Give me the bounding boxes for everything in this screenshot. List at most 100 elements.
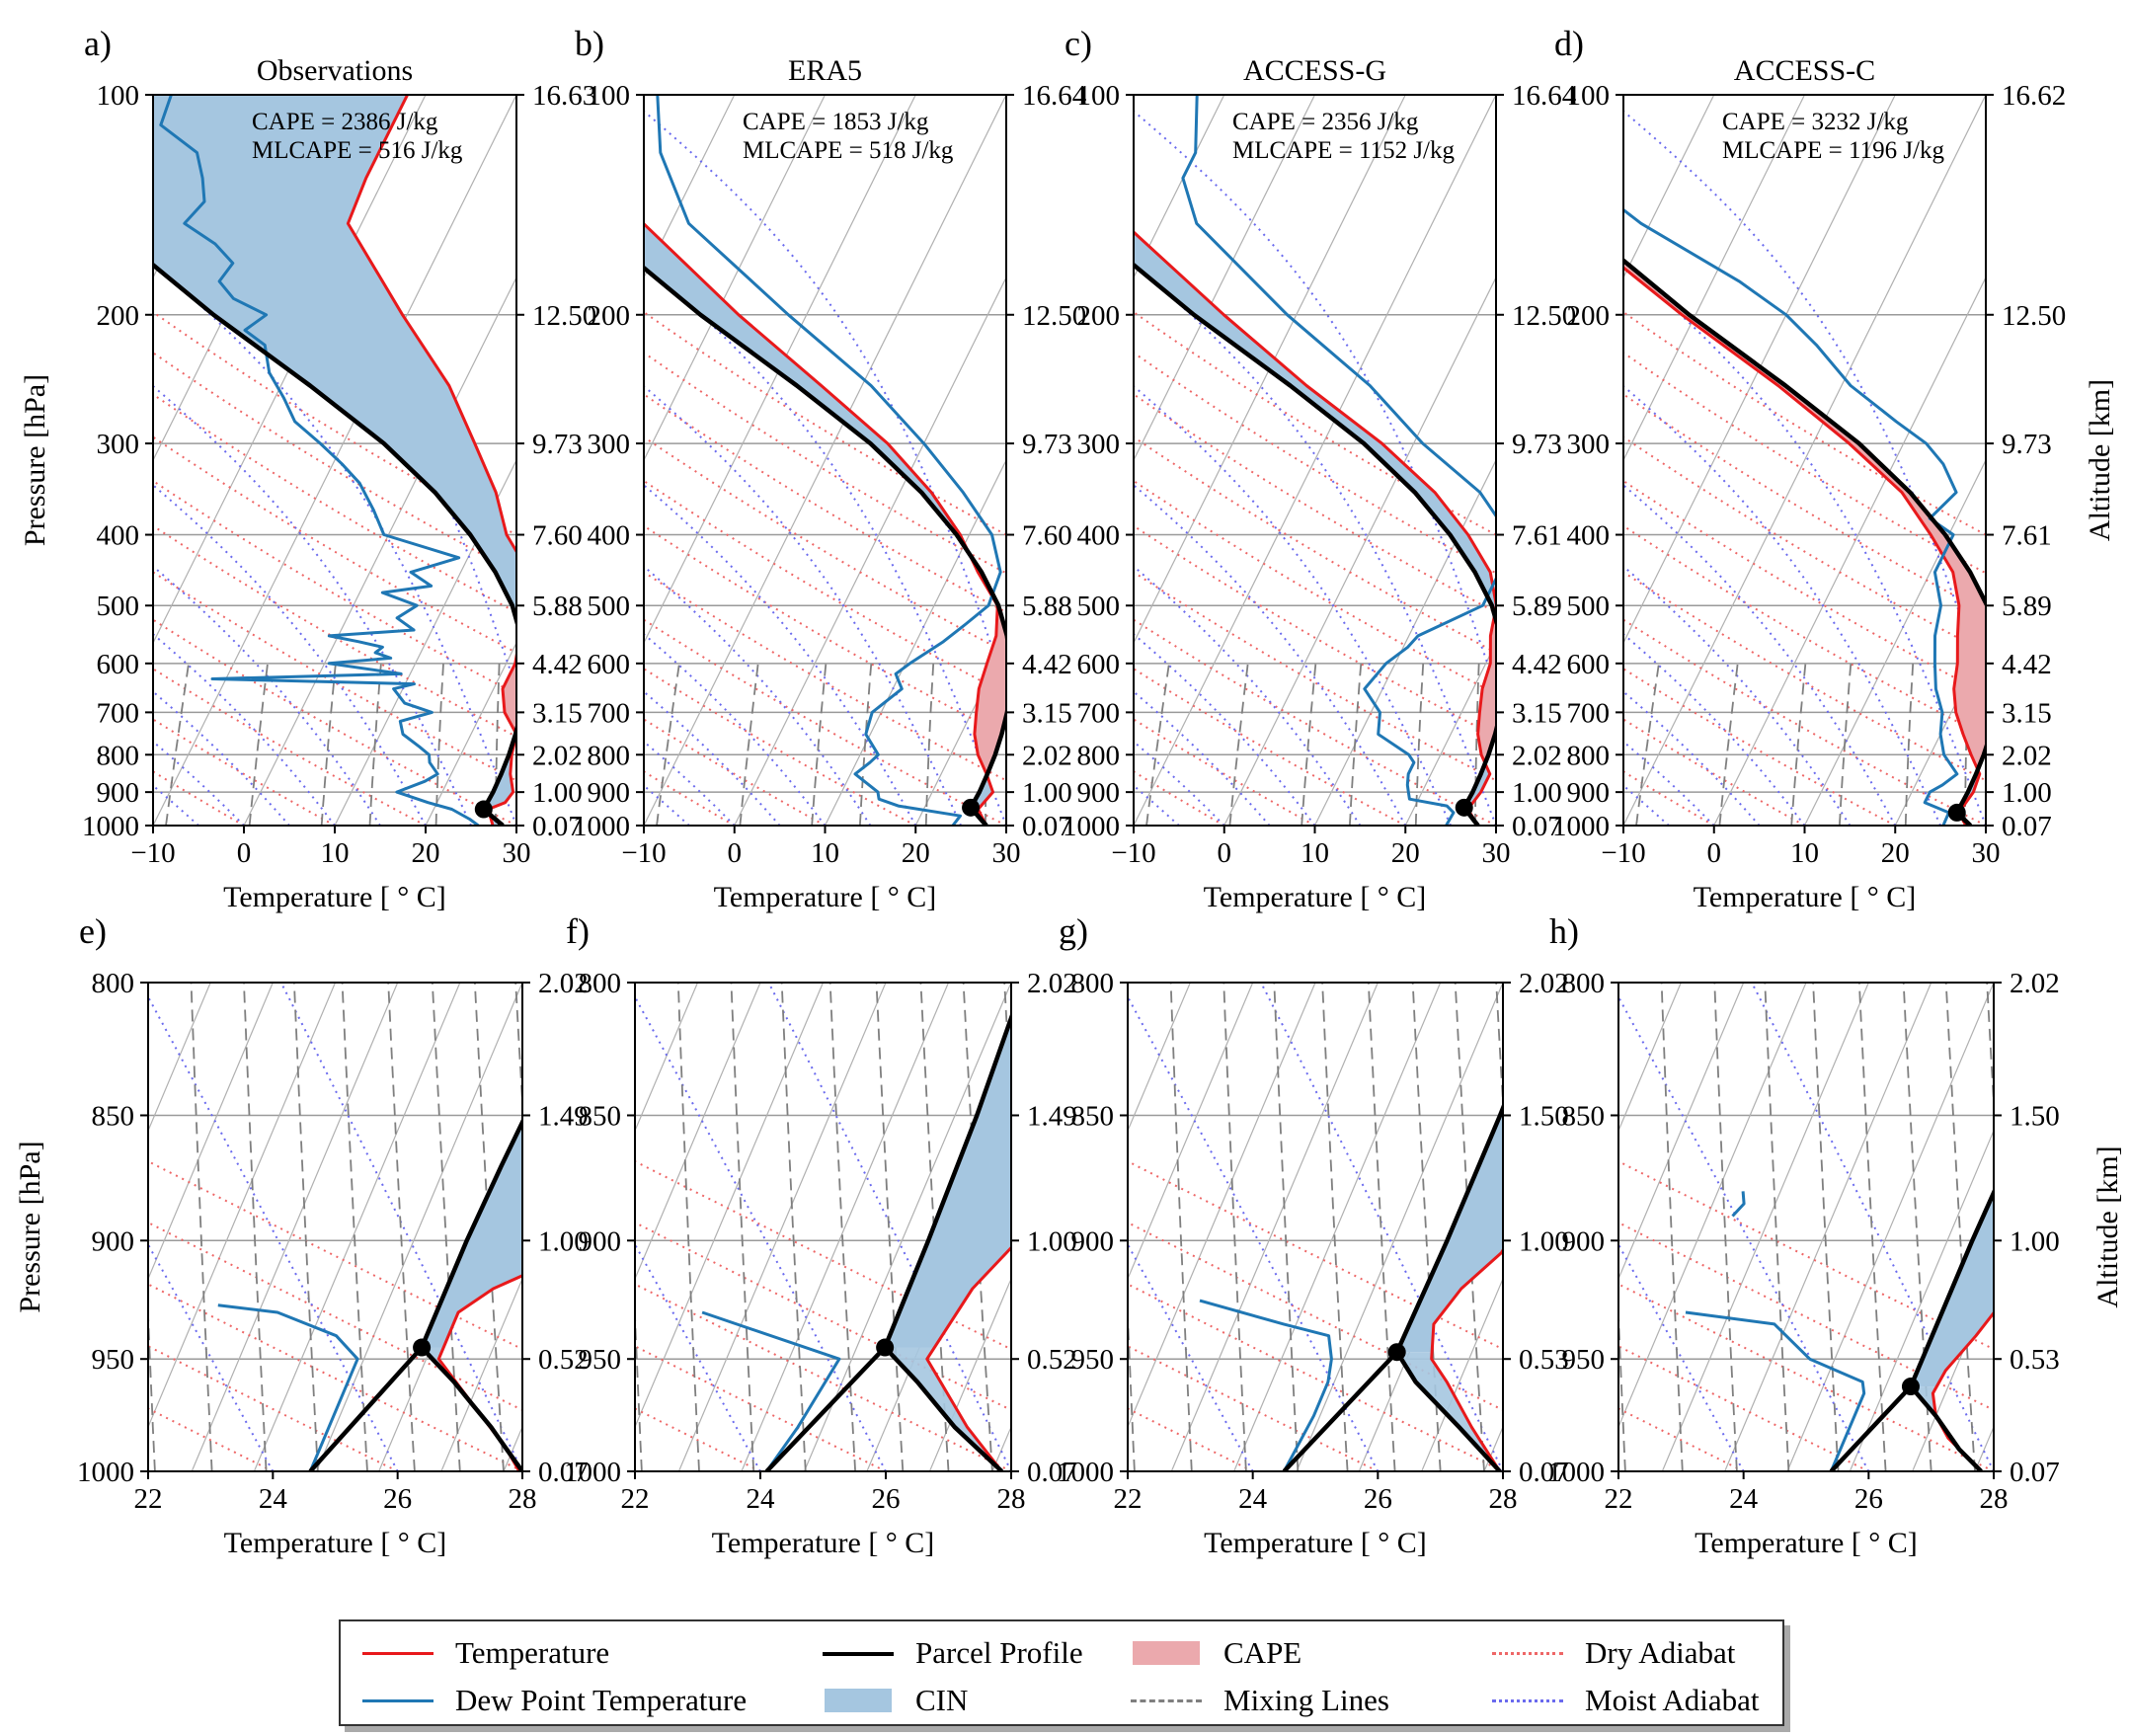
legend-label: Dry Adiabat: [1585, 1635, 1736, 1670]
isotherm-line: [1803, 458, 1986, 826]
y-tick-label: 800: [1071, 968, 1115, 999]
isotherm-line: [0, 983, 8, 1471]
lcl-marker: [474, 800, 493, 819]
mixing-line: [1414, 663, 1425, 826]
y-tick-label: 400: [588, 520, 631, 552]
cin-area: [885, 1018, 1011, 1348]
isotherm-line: [1626, 983, 1832, 1471]
mixing-line: [875, 983, 905, 1471]
isotherm-line: [153, 95, 516, 826]
y-tick-label: 500: [97, 591, 140, 622]
axes-frame: [147, 982, 523, 1472]
y-tick-label: 1000: [82, 811, 139, 842]
mixing-line: [1228, 663, 1249, 826]
y2-tick-label: 1.00: [1022, 777, 1072, 809]
isotherm-line: [644, 95, 827, 462]
y-tick-label: 800: [579, 968, 622, 999]
isotherm-line: [1623, 95, 1806, 462]
cape-annotation: CAPE = 1853 J/kg: [743, 109, 929, 135]
y-tick-label: 1000: [564, 1457, 621, 1488]
isotherm-line: [1128, 983, 1191, 1133]
mixing-line: [248, 663, 269, 826]
mixing-line: [1474, 663, 1480, 826]
y2-tick-label: 0.53: [1519, 1344, 1569, 1376]
y2-tick-label: 16.63: [532, 80, 596, 112]
panel-letter: e): [79, 911, 107, 951]
cin-area: [153, 95, 516, 621]
y2-tick-label: 0.07: [1519, 1457, 1569, 1488]
plot-area: [1128, 983, 1503, 1471]
cin-area: [422, 1122, 522, 1348]
y2-tick-label: 12.50: [532, 300, 596, 332]
parcel-descent-line: [883, 1345, 1004, 1471]
axes-frame: [634, 982, 1012, 1472]
dry-adiabat: [148, 1283, 522, 1471]
y-tick-label: 300: [97, 429, 140, 460]
y2-tick-label: 12.50: [2002, 300, 2066, 332]
mixing-line: [1368, 983, 1396, 1471]
moist-adiabat: [1134, 632, 1316, 826]
mixing-line: [780, 983, 807, 1471]
y-tick-label: 800: [1567, 740, 1611, 771]
y2-tick-label: 0.53: [2010, 1344, 2060, 1376]
x-tick-label: 30: [992, 837, 1021, 869]
panel-letter: b): [575, 24, 604, 63]
mixing-line: [434, 663, 444, 826]
y-tick-label: 1000: [573, 811, 630, 842]
dry-adiabat: [1623, 435, 1986, 655]
y-tick-label: 950: [1071, 1344, 1115, 1376]
isotherm-line: [644, 95, 916, 645]
y2-tick-label: 7.60: [532, 520, 583, 552]
cape-area: [1014, 983, 1024, 998]
y-axis-label: Pressure [hPa]: [14, 1141, 46, 1312]
isotherm-line: [1849, 1129, 1994, 1471]
x-tick-label: 10: [321, 837, 350, 869]
y-tick-label: 100: [97, 80, 140, 112]
y-tick-label: 800: [1562, 968, 1606, 999]
y-tick-label: 700: [1077, 697, 1121, 729]
y2-tick-label: 0.07: [538, 1457, 589, 1488]
cin-area: [1134, 232, 1496, 613]
isotherm-line: [1296, 983, 1503, 1471]
legend-swatch: [362, 1633, 434, 1673]
panel-g: 22 24 26 28 800 850 900 950 1000 2.02 1.50 1.00 0.53…: [1057, 911, 1569, 1559]
y-tick-label: 100: [1567, 80, 1611, 112]
panel-title: ACCESS-C: [1734, 54, 1875, 87]
mixing-line: [635, 1295, 643, 1471]
y2-tick-label: 1.50: [2010, 1100, 2060, 1132]
y2-tick-label: 1.50: [1519, 1100, 1569, 1132]
dew-point-temperature-line: [1181, 95, 1496, 826]
x-tick-label: 24: [1729, 1483, 1759, 1515]
x-axis-label: Temperature [ ° C]: [1695, 1527, 1918, 1559]
mixing-line: [0, 664, 26, 826]
legend-item-mixing-lines: Mixing Lines: [1131, 1681, 1389, 1720]
moist-adiabat: [194, 983, 510, 1471]
mixing-line: [1790, 663, 1807, 826]
y-tick-label: 200: [1567, 300, 1611, 332]
isotherm-line: [1134, 95, 1406, 645]
legend-swatch: [823, 1681, 894, 1720]
isotherm-line: [1623, 95, 1715, 279]
y2-tick-label: 2.02: [1519, 968, 1569, 999]
dry-adiabat: [148, 1345, 399, 1471]
legend-line: [362, 1699, 434, 1702]
isotherm-line: [635, 983, 825, 1429]
mixing-line: [1495, 983, 1503, 1118]
mixing-line: [387, 983, 416, 1471]
y-tick-label: 950: [579, 1344, 622, 1376]
dry-adiabat: [635, 1159, 1011, 1351]
dry-adiabat: [153, 571, 516, 782]
lcl-marker: [1455, 798, 1473, 817]
y-axis-label: Pressure [hPa]: [19, 374, 51, 546]
y2-tick-label: 3.15: [532, 697, 583, 729]
lcl-marker: [413, 1338, 432, 1357]
moist-adiabat: [635, 994, 887, 1471]
moist-adiabat: [1623, 824, 1624, 826]
isotherm-line: [1134, 95, 1496, 826]
y-tick-label: 800: [1077, 740, 1121, 771]
x-axis-label: Temperature [ ° C]: [223, 881, 446, 913]
x-axis-label: Temperature [ ° C]: [1204, 881, 1427, 913]
y2-tick-label: 2.02: [1512, 740, 1562, 771]
y2-tick-label: 9.73: [1512, 429, 1562, 460]
y-tick-label: 300: [1077, 429, 1121, 460]
